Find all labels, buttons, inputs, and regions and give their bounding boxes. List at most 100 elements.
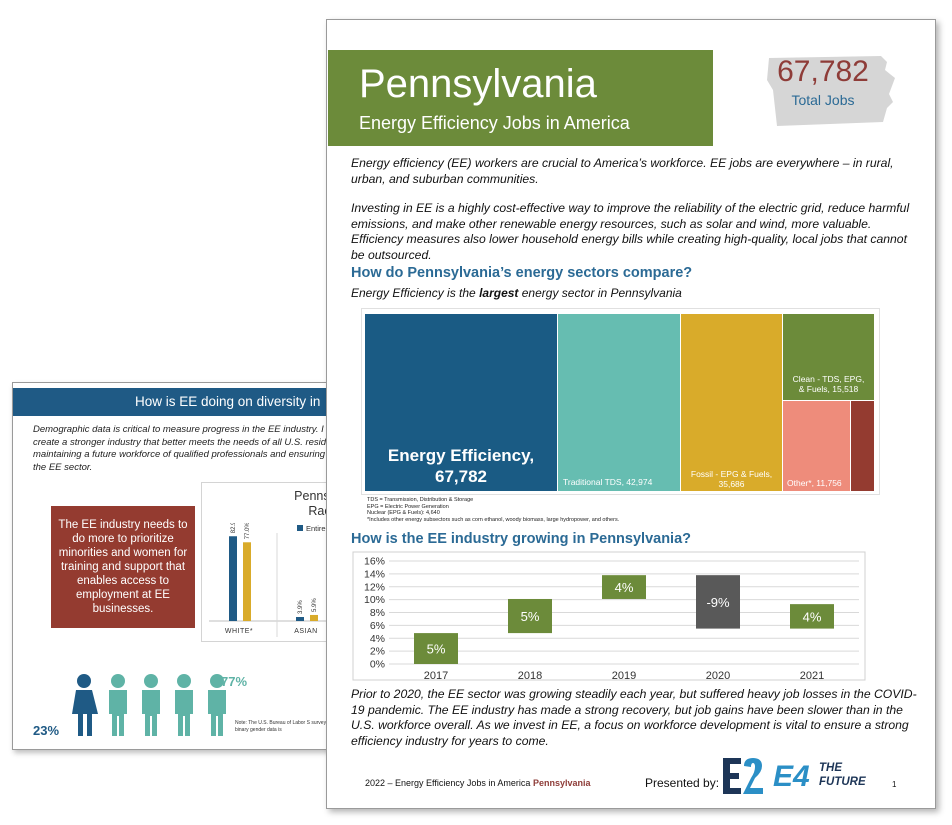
- page-subtitle: Energy Efficiency Jobs in America: [359, 113, 630, 133]
- race-bar-label: 82.9%: [231, 523, 237, 533]
- presented-by-label: Presented by:: [645, 776, 720, 790]
- treemap-energy-efficiency: Energy Efficiency, 67,782: [365, 314, 557, 491]
- women-percent: 23%: [33, 723, 60, 738]
- legend-swatch: [297, 525, 303, 531]
- growth-bar-label: -9%: [706, 595, 730, 610]
- treemap-label-other: Other*, 11,756: [787, 478, 842, 488]
- back-page: How is EE doing on diversity in Demograp…: [12, 382, 342, 750]
- race-chart-legend: Entire W: [297, 524, 335, 533]
- total-jobs-value: 67,782: [777, 55, 869, 88]
- race-category-label: WHITE*: [225, 628, 253, 635]
- person-icon-man: [142, 674, 160, 736]
- person-icon-man: [175, 674, 193, 736]
- race-chart-legend-label: Entire W: [306, 524, 335, 533]
- treemap-notes: TDS = Transmission, Distribution & Stora…: [367, 497, 619, 523]
- growth-bar: [602, 575, 646, 599]
- y-tick-label: 10%: [364, 594, 385, 606]
- e4-logo-the: THE: [819, 762, 842, 774]
- y-tick-label: 16%: [364, 556, 385, 568]
- sectors-heading: How do Pennsylvania’s energy sectors com…: [351, 265, 693, 281]
- race-bar: [310, 614, 318, 621]
- y-tick-label: 14%: [364, 568, 385, 580]
- x-tick-label: 2020: [706, 670, 730, 681]
- growth-bar: [790, 604, 834, 629]
- x-tick-label: 2021: [800, 670, 824, 681]
- e2-logo: [721, 756, 765, 796]
- footer-caption-text: 2022 – Energy Efficiency Jobs in America: [365, 778, 533, 788]
- intro-paragraph: Energy efficiency (EE) workers are cruci…: [351, 156, 894, 186]
- header-banner: Pennsylvania Energy Efficiency Jobs in A…: [328, 50, 713, 146]
- race-bar: [243, 542, 251, 621]
- race-chart: 82.9% 77.0% WHITE* 3.9% 5.9% ASIAN: [209, 523, 341, 637]
- growth-bar-label: 5%: [427, 642, 446, 657]
- growth-chart: 0%2%4%6%8%10%12%14%16%5%20175%20184%2019…: [352, 551, 866, 681]
- race-bar: [296, 617, 304, 621]
- treemap-note: *Includes other energy subsectors such a…: [367, 516, 620, 523]
- page-number: 1: [892, 780, 897, 789]
- person-icon-man: [208, 674, 226, 736]
- race-bar-label: 5.9%: [312, 598, 318, 612]
- treemap-fossil: Fossil - EPG & Fuels, 35,686: [681, 314, 782, 491]
- back-page-banner: How is EE doing on diversity in: [13, 388, 341, 416]
- race-bar: [229, 536, 237, 621]
- page-title: Pennsylvania: [359, 62, 597, 106]
- treemap-nuclear: [851, 401, 874, 491]
- footer-caption: 2022 – Energy Efficiency Jobs in America…: [365, 778, 590, 788]
- x-tick-label: 2018: [518, 670, 542, 681]
- treemap-label-clean: Clean - TDS, EPG,: [792, 374, 865, 384]
- growth-heading: How is the EE industry growing in Pennsy…: [351, 531, 691, 547]
- y-tick-label: 12%: [364, 581, 385, 593]
- treemap-value-ee: 67,782: [435, 467, 487, 486]
- pennsylvania-state-shape: [767, 56, 895, 126]
- y-tick-label: 2%: [370, 646, 385, 658]
- treemap-clean: Clean - TDS, EPG, & Fuels, 15,518: [783, 314, 874, 400]
- people-icons: [72, 674, 226, 736]
- footer-state: Pennsylvania: [532, 778, 591, 788]
- diversity-callout: The EE industry needs to do more to prio…: [51, 506, 195, 628]
- treemap-traditional-tds: Traditional TDS, 42,974: [558, 314, 680, 491]
- y-tick-label: 8%: [370, 607, 385, 619]
- chart-border: [352, 551, 866, 681]
- growth-bar: [414, 633, 458, 664]
- treemap-label-fossil: Fossil - EPG & Fuels,: [690, 469, 773, 479]
- men-percent: 77%: [221, 674, 248, 689]
- e4-the-future-logo: E4 THE FUTURE: [773, 760, 883, 794]
- treemap-note: TDS = Transmission, Distribution & Stora…: [367, 497, 474, 503]
- e2-logo-mark: [723, 758, 763, 794]
- sectors-subheading-text: Energy Efficiency is the: [351, 286, 480, 300]
- treemap-value-fossil: 35,686: [718, 479, 745, 489]
- y-tick-label: 0%: [370, 659, 385, 671]
- back-page-note: Note: The U.S. Bureau of Labor S survey.…: [235, 720, 340, 733]
- e4-logo-future: FUTURE: [819, 776, 866, 788]
- growth-bar-label: 4%: [803, 609, 822, 624]
- y-tick-label: 6%: [370, 620, 385, 632]
- race-bar-label: 3.9%: [298, 600, 304, 614]
- back-page-intro: Demographic data is critical to measure …: [33, 424, 336, 473]
- race-category-label: ASIAN: [294, 628, 318, 635]
- treemap-label-ee: Energy Efficiency,: [387, 446, 535, 465]
- person-icon-woman: [72, 674, 98, 736]
- treemap-note: Nuclear (EPG & Fuels): 4,640: [367, 510, 440, 516]
- growth-bar: [696, 575, 740, 629]
- investment-paragraph: Investing in EE is a highly cost-effecti…: [351, 201, 910, 262]
- treemap-label-tds: Traditional TDS, 42,974: [563, 477, 653, 487]
- total-jobs-label: Total Jobs: [791, 92, 855, 108]
- race-bar-label: 77.0%: [245, 523, 251, 539]
- growth-bar-label: 4%: [615, 580, 634, 595]
- sectors-subheading: Energy Efficiency is the largest energy …: [351, 286, 682, 301]
- sector-treemap: Energy Efficiency, 67,782 Traditional TD…: [361, 308, 880, 495]
- e4-logo-mark: E4: [773, 760, 810, 793]
- treemap-note: EPG = Electric Power Generation: [367, 503, 449, 510]
- growth-bar: [508, 598, 552, 634]
- treemap-value-clean: & Fuels, 15,518: [798, 384, 859, 394]
- sectors-subheading-emphasis: largest: [479, 286, 519, 300]
- sectors-subheading-text: energy sector in Pennsylvania: [518, 286, 682, 300]
- growth-bar-label: 5%: [521, 609, 540, 624]
- y-tick-label: 4%: [370, 633, 385, 645]
- person-icon-man: [109, 674, 127, 736]
- treemap-other: Other*, 11,756: [783, 401, 850, 491]
- growth-paragraph: Prior to 2020, the EE sector was growing…: [351, 687, 917, 748]
- front-page: Pennsylvania Energy Efficiency Jobs in A…: [326, 19, 936, 809]
- x-tick-label: 2017: [424, 670, 448, 681]
- x-tick-label: 2019: [612, 670, 636, 681]
